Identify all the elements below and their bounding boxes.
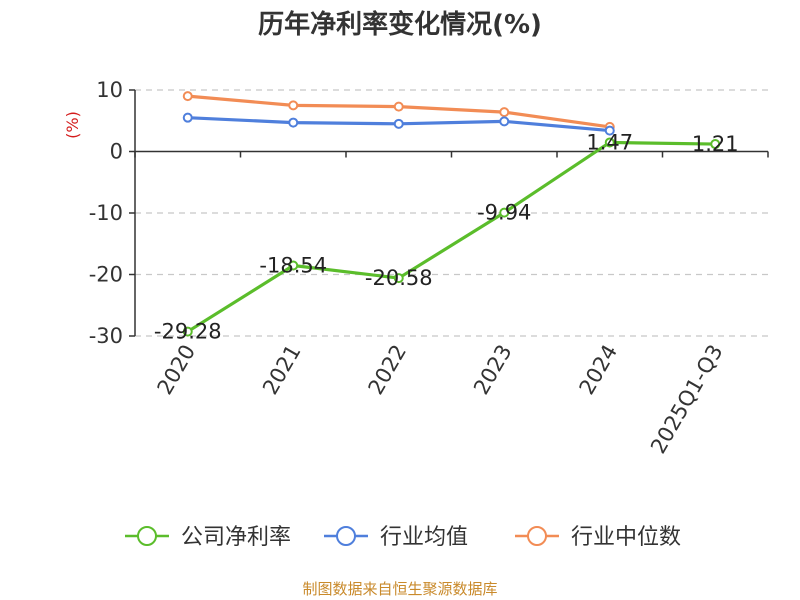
data-label: -29.28 bbox=[154, 320, 222, 344]
legend-label: 行业均值 bbox=[380, 525, 468, 550]
data-point bbox=[499, 116, 510, 127]
x-tick-label: 2020 bbox=[153, 341, 201, 399]
data-point bbox=[393, 273, 404, 284]
data-point bbox=[182, 326, 193, 337]
chart-title: 历年净利率变化情况(%) bbox=[258, 10, 542, 40]
data-point bbox=[288, 117, 299, 128]
grid-lines bbox=[135, 89, 768, 337]
series-line bbox=[186, 140, 716, 333]
series-layer bbox=[182, 91, 721, 337]
x-tick-label: 2021 bbox=[258, 341, 306, 399]
data-point bbox=[182, 112, 193, 123]
data-label: 1.47 bbox=[586, 130, 633, 154]
data-point bbox=[499, 107, 510, 118]
data-label: -9.94 bbox=[477, 201, 531, 225]
y-tick-label: 0 bbox=[110, 140, 123, 164]
x-tick-label: 2025Q1-Q3 bbox=[646, 341, 728, 458]
y-tick-label: -20 bbox=[89, 263, 123, 287]
data-point bbox=[288, 260, 299, 271]
y-axis-unit: (%) bbox=[63, 111, 82, 139]
y-tick-label: 10 bbox=[96, 78, 123, 102]
legend-label: 行业中位数 bbox=[571, 525, 681, 550]
data-point bbox=[604, 125, 615, 136]
data-point bbox=[393, 118, 404, 129]
data-labels: -29.28 -18.54 -20.58 -9.94 1.47 1.21 bbox=[154, 130, 739, 343]
x-tick-label: 2022 bbox=[364, 341, 412, 399]
data-point bbox=[182, 91, 193, 102]
legend-marker bbox=[137, 526, 157, 546]
legend-marker bbox=[527, 526, 547, 546]
data-label: -18.54 bbox=[259, 254, 327, 278]
legend: 公司净利率 行业均值 行业中位数 bbox=[125, 525, 681, 550]
data-label: -20.58 bbox=[365, 266, 433, 290]
x-tick-label: 2023 bbox=[469, 341, 517, 399]
y-tick-label: -10 bbox=[89, 201, 123, 225]
legend-label: 公司净利率 bbox=[181, 525, 291, 550]
data-point bbox=[710, 139, 721, 150]
legend-marker bbox=[336, 526, 356, 546]
data-point bbox=[499, 207, 510, 218]
x-tick-label: 2024 bbox=[575, 341, 623, 399]
source-note: 制图数据来自恒生聚源数据库 bbox=[302, 580, 498, 598]
data-point bbox=[604, 137, 615, 148]
data-label: 1.21 bbox=[692, 132, 739, 156]
data-point bbox=[393, 101, 404, 112]
data-point bbox=[288, 100, 299, 111]
y-tick-label: -30 bbox=[89, 324, 123, 348]
